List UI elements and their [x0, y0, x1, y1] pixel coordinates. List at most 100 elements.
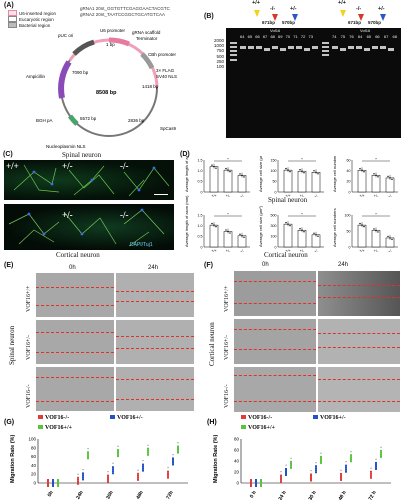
- data-point: [345, 470, 347, 473]
- d-point: [377, 176, 379, 178]
- d-point: [315, 234, 317, 236]
- data-point: [112, 472, 114, 475]
- data-point: [167, 476, 169, 479]
- bp-right-2: 570bp: [368, 20, 382, 25]
- sig-mark: *: [290, 456, 292, 461]
- legend-swatch: [38, 425, 43, 429]
- puc-ori-arc: [72, 39, 95, 56]
- y-tick: 0: [236, 481, 239, 486]
- data-point: [260, 479, 262, 481]
- d-point: [241, 235, 243, 237]
- data-point: [340, 474, 342, 477]
- data-point: [375, 463, 377, 466]
- data-point: [137, 478, 139, 481]
- bp-left-1: 671bp: [262, 20, 276, 25]
- scratch-e-r3-0h: [36, 367, 114, 411]
- data-point: [320, 461, 322, 464]
- panel-e-time-1: 24h: [148, 265, 159, 271]
- d-bar: [371, 230, 381, 248]
- scale-bar: [154, 194, 168, 195]
- legend-item-bac: Bacterial region: [8, 22, 56, 28]
- data-point: [380, 449, 382, 452]
- legend-label: VOF16-/-: [45, 415, 69, 421]
- data-point: [142, 469, 144, 472]
- lane-number: 68: [392, 34, 397, 39]
- data-point: [47, 479, 49, 481]
- data-point: [147, 453, 149, 456]
- x-tick: 24 h: [278, 490, 288, 500]
- panel-f-row-3: VOF16-/-: [224, 384, 230, 408]
- d-xtick: -/-: [314, 194, 318, 198]
- sig-mark: *: [345, 460, 347, 465]
- data-point: [350, 458, 352, 461]
- data-point: [315, 465, 317, 468]
- d-ytick: 1.0: [198, 224, 203, 228]
- y-tick: 40: [31, 463, 37, 468]
- data-point: [290, 460, 292, 463]
- panel-label: (G): [4, 419, 14, 426]
- feat-bgh: BGH pA: [36, 118, 53, 123]
- d-point: [229, 170, 231, 173]
- panel-g-chart: (G) VOF16-/- VOF16+/- VOF16+/+ Migration Rat…: [4, 415, 188, 500]
- lane-number: 72: [300, 34, 306, 39]
- data-point: [167, 472, 169, 475]
- geno-b-r1: +/+: [338, 0, 346, 6]
- data-point: [345, 464, 347, 467]
- d-bar: [283, 169, 293, 193]
- geno-c-cortical-2: +/-: [62, 210, 73, 220]
- sig-mark: *: [375, 457, 377, 462]
- d-ytick: 500: [271, 213, 277, 217]
- panel-f-side-label: Cortical neuron: [208, 322, 216, 366]
- d-point: [313, 232, 315, 235]
- d-point: [359, 222, 361, 225]
- sig-mark: *: [310, 469, 312, 474]
- feat-cbh: CBh promoter: [148, 52, 177, 57]
- d-bar: [297, 229, 307, 248]
- geno-b-l3: +/-: [290, 6, 297, 12]
- panel-e-time-0: 0h: [69, 265, 76, 271]
- d-ytick: 0.5: [198, 180, 203, 184]
- legend-label: VOF16+/+: [248, 425, 276, 431]
- lane-number: 65: [366, 34, 372, 39]
- data-point: [107, 478, 109, 481]
- d-ytick: 100: [271, 169, 277, 173]
- data-point: [340, 472, 342, 475]
- data-point: [260, 481, 262, 483]
- d-point: [227, 230, 229, 233]
- d-point: [227, 169, 229, 171]
- d-ylabel: Average cell size (μm²): [258, 156, 263, 192]
- d-xtick: -/-: [388, 194, 392, 198]
- feat-7090: 7090 bp: [72, 70, 89, 75]
- data-point: [147, 447, 149, 450]
- ladder-mark: 1000: [213, 43, 224, 49]
- d-point: [389, 177, 391, 179]
- d-point: [361, 224, 363, 226]
- panel-f-label: (F): [204, 262, 213, 269]
- lane-numbers-left: 64 65 66 67 68 69 70 71 72 73: [240, 34, 313, 39]
- data-point: [177, 449, 179, 452]
- geno-c-spinal-3: -/-: [120, 161, 129, 171]
- panel-a-label: (A): [4, 2, 14, 9]
- feat-1bp: 1 bp: [106, 42, 115, 47]
- d-xtick: -/-: [314, 249, 318, 253]
- sig-mark: *: [172, 452, 174, 457]
- data-point: [340, 478, 342, 481]
- data-point: [117, 455, 119, 458]
- data-point: [340, 476, 342, 479]
- panel-c-label: (C): [3, 151, 13, 158]
- d-ytick: 50: [347, 229, 351, 233]
- data-point: [345, 466, 347, 469]
- gene-tag-right: Vof16: [360, 28, 371, 33]
- feat-5572: 5572 bp: [80, 116, 97, 121]
- sig-mark: *: [112, 461, 114, 466]
- sig-mark: *: [370, 466, 372, 471]
- data-point: [290, 464, 292, 467]
- data-point: [310, 475, 312, 478]
- data-point: [345, 468, 347, 471]
- legend-swatch: [8, 16, 17, 22]
- panel-f-time-0: 0h: [262, 262, 269, 268]
- d-point: [289, 170, 291, 173]
- data-point: [117, 451, 119, 454]
- d-point: [375, 229, 377, 232]
- d-point: [377, 231, 379, 233]
